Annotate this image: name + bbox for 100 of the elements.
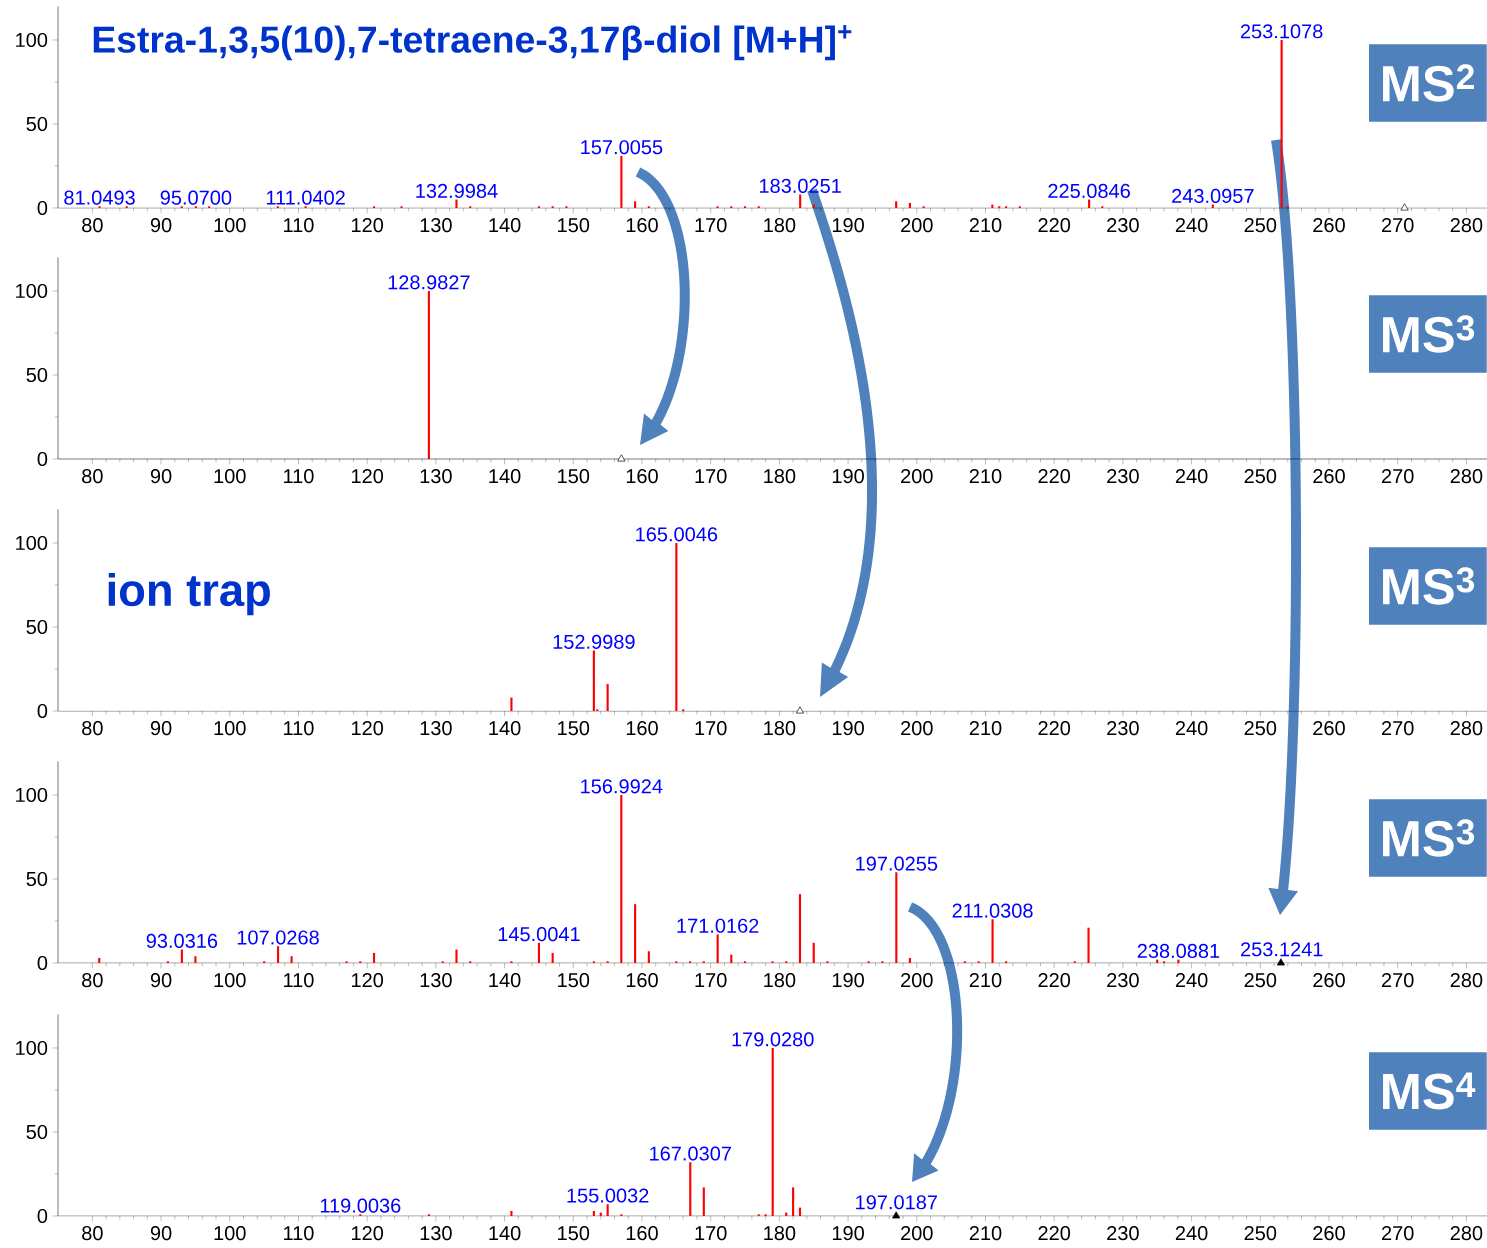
x-tick-label: 280 bbox=[1450, 469, 1483, 484]
bar bbox=[98, 957, 101, 963]
x-tick-label: 100 bbox=[214, 218, 246, 233]
x-tick-label: 180 bbox=[764, 973, 796, 988]
x-tick-label: 140 bbox=[489, 218, 521, 233]
bar bbox=[592, 1210, 595, 1216]
bar bbox=[620, 794, 623, 963]
x-tick-label: 120 bbox=[352, 973, 384, 988]
text: MS$^{2}$ bbox=[1383, 64, 1474, 102]
bar bbox=[606, 1204, 609, 1216]
x-tick-label: 130 bbox=[420, 1226, 452, 1241]
annotation: 152.9989 bbox=[553, 634, 635, 649]
x-tick-label: 270 bbox=[1382, 469, 1414, 484]
x-tick-label: 90 bbox=[150, 218, 172, 233]
bar bbox=[634, 201, 637, 208]
x-tick-label: 230 bbox=[1107, 1226, 1139, 1241]
annotation: 107.0268 bbox=[237, 930, 319, 945]
bar bbox=[290, 956, 293, 963]
x-tick-label: 260 bbox=[1313, 1226, 1345, 1241]
x-tick-label: 220 bbox=[1038, 1226, 1071, 1241]
x-tick-label: 190 bbox=[832, 1226, 864, 1241]
y-tick-label: 100 bbox=[16, 787, 48, 803]
annotation: 119.0036 bbox=[320, 1198, 401, 1213]
x-tick-label: 100 bbox=[214, 1226, 246, 1241]
x-tick-label: 180 bbox=[764, 469, 796, 484]
bar bbox=[1087, 927, 1090, 963]
bar bbox=[276, 946, 280, 963]
x-tick-label: 150 bbox=[558, 721, 590, 736]
annotation: 253.1078 bbox=[1240, 24, 1323, 39]
x-tick-label: 280 bbox=[1450, 721, 1483, 736]
y-tick-label: 50 bbox=[26, 871, 48, 887]
bar bbox=[908, 202, 911, 208]
x-tick-label: 270 bbox=[1382, 1226, 1414, 1241]
x-tick-label: 110 bbox=[284, 721, 314, 736]
x-tick-label: 150 bbox=[558, 469, 590, 484]
x-tick-label: 190 bbox=[832, 469, 864, 484]
x-tick-label: 120 bbox=[352, 721, 384, 736]
x-tick-label: 140 bbox=[489, 1226, 521, 1241]
y-tick-label: 50 bbox=[26, 619, 48, 635]
x-tick-label: 280 bbox=[1450, 218, 1483, 233]
annotation: ion trap bbox=[108, 572, 270, 616]
x-tick-label: 280 bbox=[1450, 1226, 1483, 1241]
y-tick-label: 50 bbox=[26, 367, 48, 383]
x-tick-label: 170 bbox=[695, 218, 727, 233]
x-tick-label: 120 bbox=[352, 218, 384, 233]
y-tick-label: 0 bbox=[37, 451, 48, 467]
annotation: 81.0493 bbox=[64, 190, 135, 205]
annotation: 238.0881 bbox=[1137, 943, 1220, 959]
x-tick-label: 210 bbox=[969, 469, 1002, 484]
x-tick-label: 100 bbox=[214, 469, 246, 484]
bar bbox=[647, 951, 650, 963]
y-tick-label: 100 bbox=[16, 1040, 48, 1056]
bar bbox=[792, 1187, 795, 1216]
annotation: Estra-1,3,5(10),7-tetraene-3,17β-diol [M+H]$^{+}$ bbox=[93, 25, 852, 61]
bar bbox=[1280, 39, 1283, 208]
annotation: 93.0316 bbox=[146, 933, 218, 948]
annotation: 225.0846 bbox=[1048, 183, 1130, 198]
x-tick-label: 80 bbox=[82, 721, 103, 736]
x-tick-label: 140 bbox=[489, 721, 521, 736]
text: MS$^{4}$ bbox=[1383, 1072, 1476, 1110]
x-tick-label: 190 bbox=[832, 973, 864, 988]
x-tick-label: 130 bbox=[420, 973, 452, 988]
x-tick-label: 270 bbox=[1382, 218, 1414, 233]
bar bbox=[812, 942, 815, 963]
x-tick-label: 220 bbox=[1038, 469, 1071, 484]
bar bbox=[908, 957, 911, 963]
bar bbox=[455, 949, 458, 963]
bar bbox=[716, 934, 719, 963]
x-tick-label: 270 bbox=[1382, 973, 1414, 988]
x-tick-label: 210 bbox=[969, 218, 1002, 233]
bar bbox=[771, 1047, 774, 1216]
annotation: 197.0187 bbox=[856, 1195, 937, 1210]
bar bbox=[675, 542, 678, 711]
y-tick-label: 100 bbox=[16, 283, 48, 299]
x-tick-label: 220 bbox=[1038, 973, 1071, 988]
x-tick-label: 180 bbox=[764, 1226, 796, 1241]
bar bbox=[510, 697, 513, 711]
x-tick-label: 200 bbox=[901, 721, 933, 736]
annotation: 183.0251 bbox=[759, 178, 841, 193]
bar bbox=[551, 952, 554, 963]
x-tick-label: 210 bbox=[969, 973, 1002, 988]
x-tick-label: 160 bbox=[626, 1226, 658, 1241]
bar bbox=[372, 952, 376, 963]
y-tick-label: 50 bbox=[26, 1124, 48, 1140]
x-tick-label: 110 bbox=[284, 469, 314, 484]
bar bbox=[798, 894, 802, 963]
y-tick-label: 0 bbox=[37, 703, 48, 719]
y-tick-label: 100 bbox=[16, 32, 48, 48]
bar bbox=[180, 949, 183, 963]
x-tick-label: 160 bbox=[626, 973, 658, 988]
x-tick-label: 110 bbox=[284, 1226, 314, 1241]
x-tick-label: 90 bbox=[150, 721, 172, 736]
x-tick-label: 170 bbox=[695, 1226, 727, 1241]
x-tick-label: 250 bbox=[1244, 721, 1277, 736]
y-tick-label: 50 bbox=[26, 116, 48, 132]
annotation: 111.0402 bbox=[266, 190, 345, 205]
annotation: 167.0307 bbox=[650, 1146, 731, 1161]
bar bbox=[537, 942, 541, 963]
x-tick-label: 240 bbox=[1175, 469, 1208, 484]
x-tick-label: 240 bbox=[1175, 721, 1208, 736]
